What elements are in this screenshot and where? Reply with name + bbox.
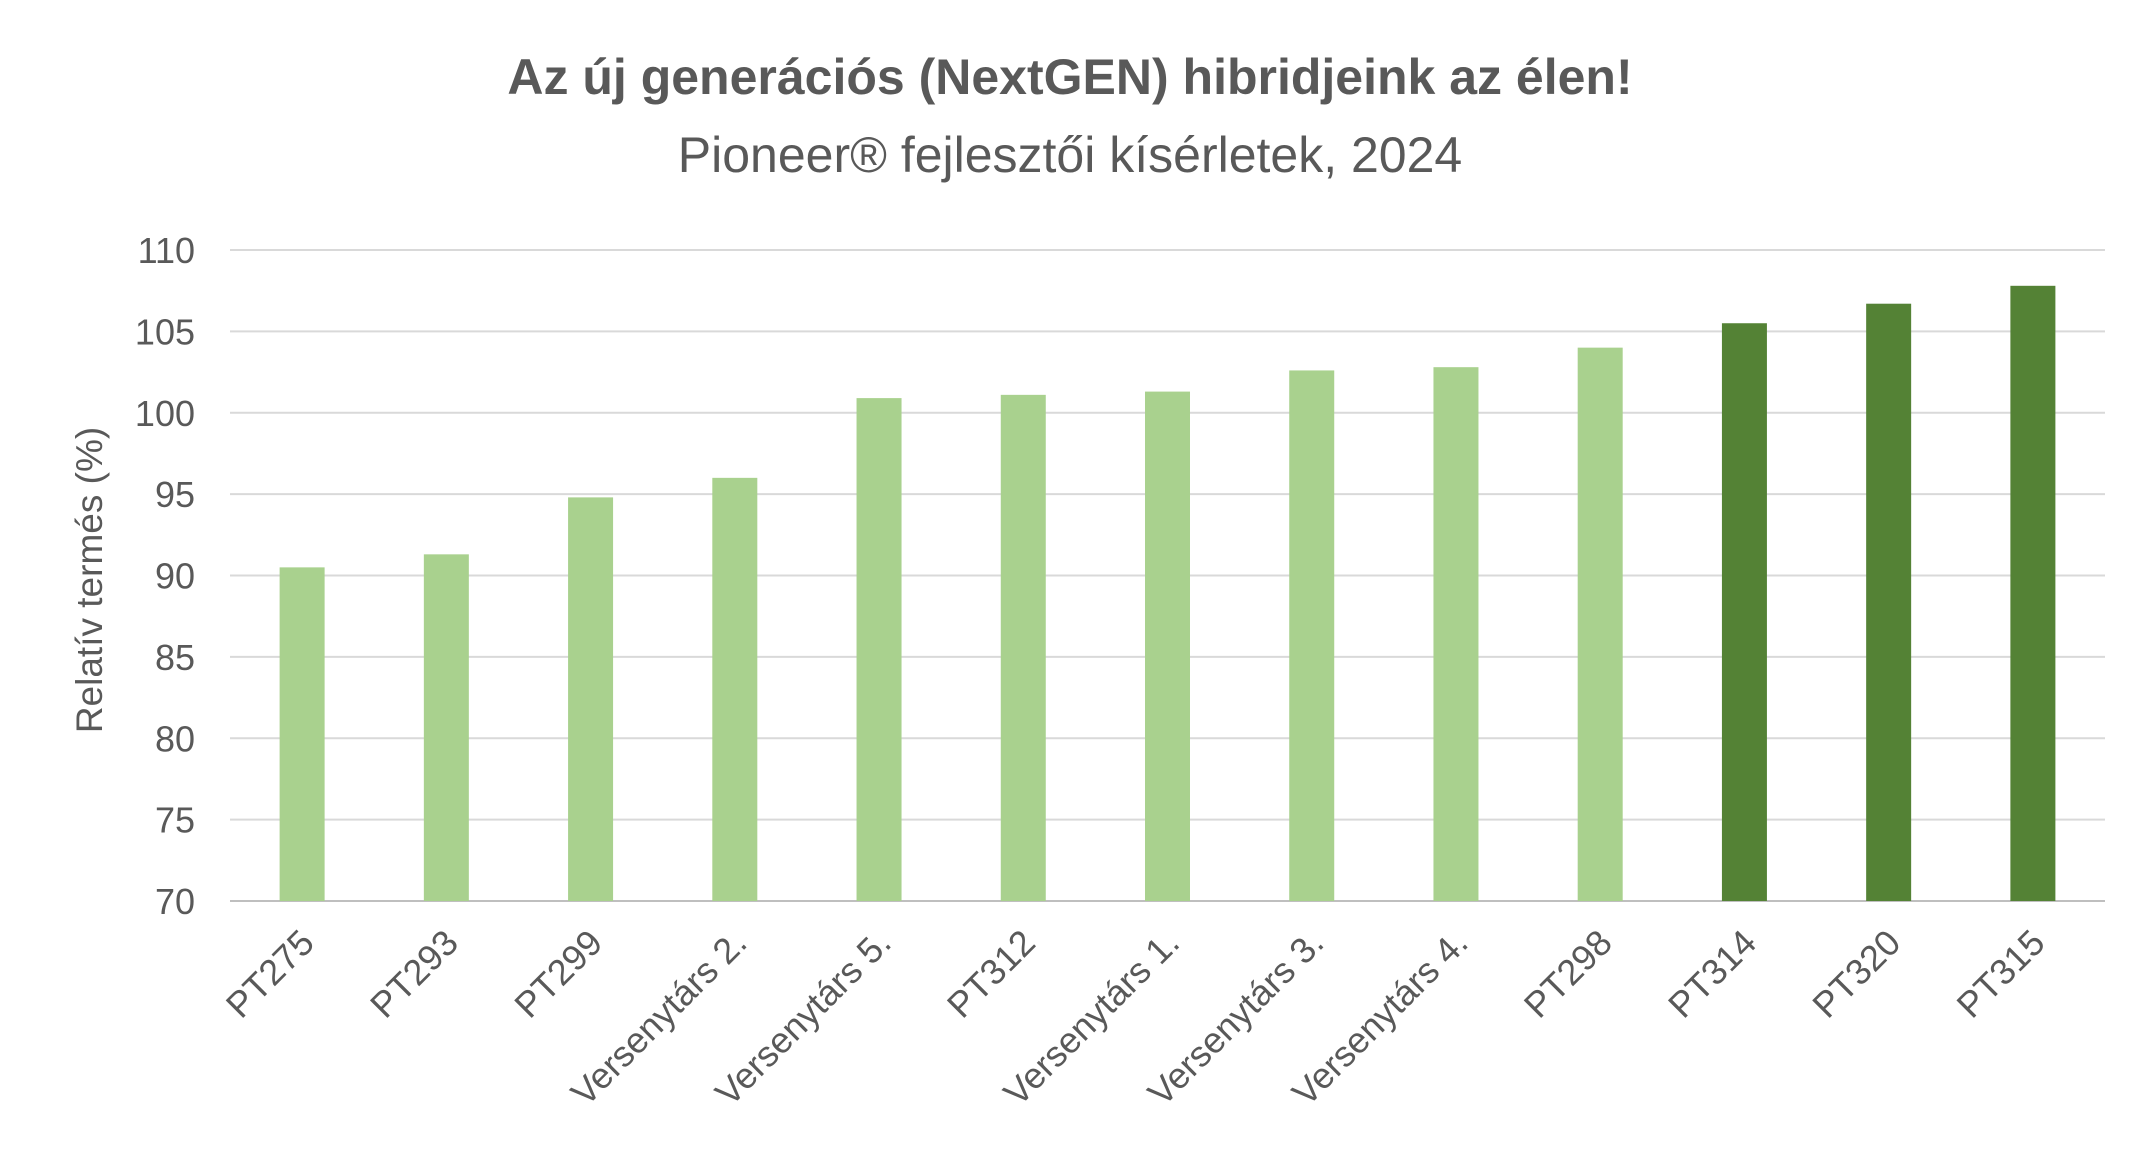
y-tick-label: 95	[155, 474, 195, 515]
y-tick-label: 80	[155, 718, 195, 759]
y-tick-label: 105	[135, 311, 195, 352]
bar	[1289, 370, 1335, 901]
x-tick-label: PT299	[506, 922, 610, 1026]
y-tick-label: 85	[155, 637, 195, 678]
x-tick-label: PT293	[362, 922, 466, 1026]
bar	[1145, 391, 1190, 901]
bar	[856, 398, 902, 901]
x-tick-label: PT275	[218, 922, 322, 1026]
y-tick-label: 75	[155, 800, 195, 841]
y-tick-label: 70	[155, 881, 195, 922]
bar	[1721, 323, 1767, 901]
x-tick-label: PT298	[1516, 922, 1620, 1026]
bar	[1866, 303, 1912, 901]
bar	[279, 567, 325, 901]
x-tick-label: PT320	[1804, 922, 1908, 1026]
bar	[1000, 394, 1046, 901]
bar	[2010, 285, 2056, 901]
y-tick-label: 100	[135, 393, 195, 434]
bars	[279, 285, 2056, 901]
bar	[1577, 347, 1623, 901]
y-axis-label: Relatív termés (%)	[69, 427, 110, 733]
x-tick-label: PT312	[939, 922, 1043, 1026]
bar	[568, 497, 614, 901]
y-axis-ticks: 70 75 80 85 90 95 100 105 110	[135, 230, 195, 922]
bar	[423, 554, 469, 901]
x-tick-label: PT314	[1660, 922, 1764, 1026]
chart-subtitle: Pioneer® fejlesztői kísérletek, 2024	[678, 127, 1462, 183]
bar	[712, 477, 758, 901]
x-tick-label: PT315	[1949, 922, 2053, 1026]
chart-title: Az új generációs (NextGEN) hibridjeink a…	[507, 49, 1632, 105]
bar	[1433, 367, 1479, 901]
y-tick-label: 90	[155, 556, 195, 597]
y-tick-label: 110	[138, 230, 195, 271]
